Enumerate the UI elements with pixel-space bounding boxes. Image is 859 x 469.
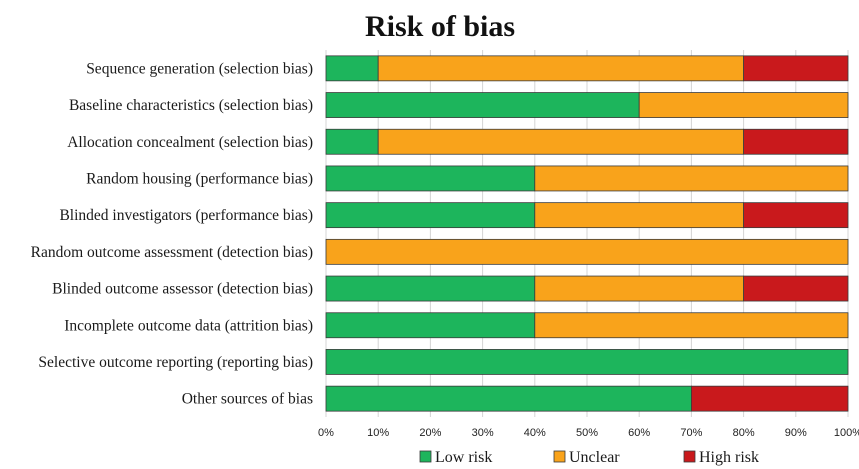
category-label-2: Baseline characteristics (selection bias… [69,97,313,114]
x-tick-label-70: 70% [680,427,702,439]
bars [325,55,849,412]
bar-unclear-row-6 [325,238,849,265]
bar-unclear-row-5 [534,202,744,229]
bar-low-risk-row-9 [325,349,849,375]
bar-unclear-row-3 [377,128,745,155]
bar-low-risk-row-8 [325,312,536,339]
category-label-7: Blinded outcome assessor (detection bias… [52,281,313,298]
bar-high-risk-row-7 [743,275,849,302]
category-label-10: Other sources of bias [182,391,313,408]
chart-title: Risk of bias [365,10,515,43]
bar-low-risk-row-5 [325,202,536,229]
category-labels: Sequence generation (selection bias) Base… [31,60,313,407]
x-tick-label-40: 40% [524,427,546,439]
bar-high-risk-row-10 [691,385,849,412]
legend: Low risk Unclear High risk [419,449,759,466]
category-label-4: Random housing (performance bias) [86,170,313,187]
bar-unclear-row-4 [534,165,849,192]
category-label-9: Selective outcome reporting (reporting b… [38,354,313,371]
bar-low-risk-row-7 [325,275,536,302]
x-tick-label-20: 20% [419,427,441,439]
bar-unclear-row-8 [534,312,849,339]
legend-label-high-risk: High risk [699,449,759,466]
category-label-3: Allocation concealment (selection bias) [67,134,313,151]
legend-label-low-risk: Low risk [435,449,492,466]
category-label-5: Blinded investigators (performance bias) [59,207,313,224]
bar-unclear-row-7 [534,275,744,302]
bar-low-risk-row-3 [325,128,379,155]
x-tick-label-50: 50% [576,427,598,439]
category-label-8: Incomplete outcome data (attrition bias) [64,317,313,334]
bar-low-risk-row-2 [325,92,640,118]
bar-high-risk-row-5 [743,202,849,229]
legend-label-unclear: Unclear [569,449,620,466]
category-label-6: Random outcome assessment (detection bia… [31,244,313,261]
legend-swatch-low-risk [419,450,432,463]
legend-swatch-unclear [553,450,566,463]
x-tick-label-80: 80% [733,427,755,439]
bar-unclear-row-2 [638,92,849,118]
bar-low-risk-row-10 [325,385,692,412]
x-tick-label-60: 60% [628,427,650,439]
legend-swatch-high-risk [683,450,696,463]
bar-low-risk-row-1 [325,55,379,82]
x-tick-label-100: 100% [834,427,859,439]
x-tick-label-10: 10% [367,427,389,439]
bar-high-risk-row-1 [743,55,849,82]
bar-low-risk-row-4 [325,165,536,192]
x-axis-ticks: 0% 10% 20% 30% 40% 50% 60% 70% 80% 90% 100% [318,427,859,439]
x-tick-label-90: 90% [785,427,807,439]
bar-unclear-row-1 [377,55,745,82]
bar-high-risk-row-3 [743,128,849,155]
x-tick-label-30: 30% [472,427,494,439]
x-tick-label-0: 0% [318,427,334,439]
category-label-1: Sequence generation (selection bias) [86,60,313,77]
